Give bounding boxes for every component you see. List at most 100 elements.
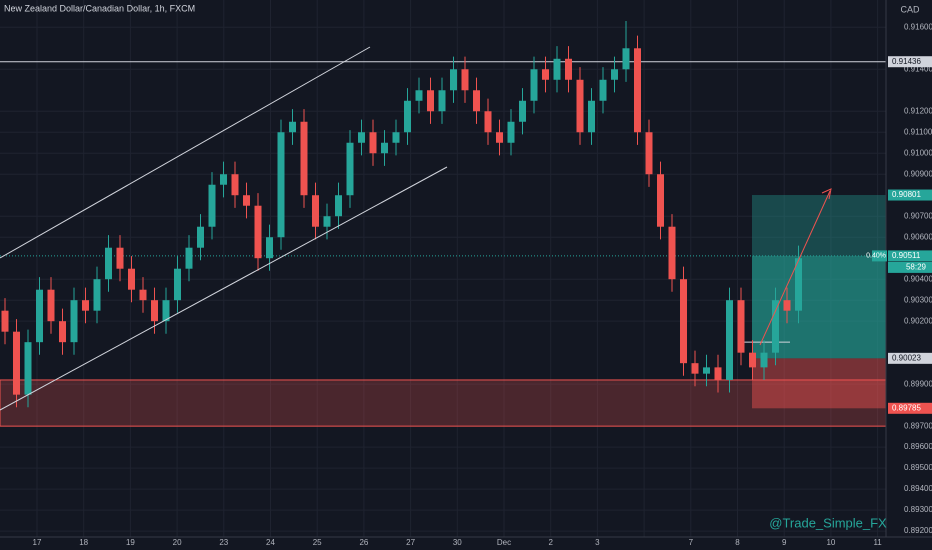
y-tick-label: 0.89400 — [904, 484, 932, 493]
candle-body — [128, 268, 135, 290]
x-tick-label: 17 — [33, 538, 42, 547]
candle-body — [691, 363, 699, 374]
loss-area — [752, 358, 886, 409]
candle-body — [24, 342, 32, 395]
x-tick-label: 9 — [782, 538, 787, 547]
candle-body — [266, 237, 273, 259]
price-badge — [888, 189, 932, 201]
watermark: @Trade_Simple_FX — [769, 515, 887, 530]
x-tick-label: 3 — [595, 538, 600, 547]
candle-body — [220, 174, 227, 185]
candle-body — [174, 268, 181, 301]
candle-body — [703, 367, 710, 374]
candle-body — [185, 247, 193, 269]
candle-body — [415, 90, 423, 101]
candle-body — [645, 132, 653, 175]
x-tick-label: 2 — [548, 538, 553, 547]
candle-body — [254, 205, 262, 259]
arrow-head — [821, 188, 832, 200]
candle-body — [599, 79, 607, 101]
y-tick-label: 0.91100 — [904, 127, 932, 136]
candle-body — [208, 184, 216, 227]
candle-body — [496, 132, 503, 143]
x-tick-label: 23 — [219, 538, 228, 547]
x-tick-label: 27 — [406, 538, 415, 547]
candle-body — [473, 90, 480, 112]
y-tick-label: 0.90400 — [904, 274, 932, 283]
candle-body — [553, 58, 561, 80]
candle-body — [381, 142, 388, 154]
countdown-badge — [888, 261, 932, 273]
candle-body — [70, 300, 78, 343]
candle-body — [450, 69, 457, 91]
price-badge — [888, 56, 932, 68]
y-tick-label: 0.89300 — [904, 505, 932, 514]
y-tick-label: 0.89600 — [904, 442, 932, 451]
x-tick-label: 25 — [313, 538, 322, 547]
support-zone — [0, 379, 887, 427]
candle-body — [151, 300, 158, 322]
candle-body — [105, 247, 112, 280]
price-badge — [888, 402, 932, 414]
change-label: 0.40% — [866, 253, 886, 260]
y-tick-label: 0.91400 — [904, 64, 932, 73]
candle-body — [93, 279, 101, 311]
candle-body — [542, 69, 549, 80]
y-tick-label: 0.89500 — [904, 463, 932, 472]
candle-body — [231, 174, 239, 196]
candle-body — [714, 367, 722, 380]
candle-body — [565, 58, 572, 80]
y-tick-label: 0.89900 — [904, 379, 932, 388]
candle-body — [657, 174, 664, 227]
candle-body — [760, 352, 768, 368]
candle-body — [289, 121, 296, 133]
candle-body — [530, 69, 538, 101]
candle-body — [335, 195, 342, 217]
candle-body — [576, 79, 584, 133]
candle-body — [622, 48, 630, 70]
candle-body — [346, 142, 354, 196]
price-badge-label: 0.90023 — [892, 353, 921, 362]
y-tick-label: 0.89700 — [904, 421, 932, 430]
y-tick-label: 0.89200 — [904, 526, 932, 535]
channel-upper — [0, 46, 371, 259]
x-tick-label: 7 — [689, 538, 694, 547]
price-badge-label: 0.91436 — [892, 57, 921, 66]
currency: CAD — [900, 4, 920, 14]
candle-body — [277, 132, 285, 238]
candle-body — [36, 289, 43, 343]
candle-body — [13, 331, 20, 395]
chart-title: New Zealand Dollar/Canadian Dollar, 1h, … — [4, 3, 195, 13]
candle-body — [772, 300, 779, 353]
candle-body — [197, 226, 204, 248]
x-tick-label: 18 — [79, 538, 88, 547]
y-tick-label: 0.90300 — [904, 295, 932, 304]
candle-body — [404, 100, 411, 133]
y-tick-label: 0.90900 — [904, 169, 932, 178]
x-tick-label: 24 — [266, 538, 275, 547]
candle-body — [116, 247, 124, 269]
candle-body — [59, 321, 66, 343]
candle-body — [162, 300, 170, 322]
candle-body — [427, 90, 434, 112]
countdown: 58:29 — [906, 263, 927, 272]
y-tick-label: 0.91600 — [904, 22, 932, 31]
candle-body — [312, 195, 319, 227]
projection-arrow — [759, 190, 831, 346]
candle-body — [300, 121, 308, 196]
price-badge — [888, 250, 932, 262]
candle-body — [749, 352, 756, 368]
x-tick-label: 19 — [126, 538, 135, 547]
candle-body — [139, 289, 147, 301]
y-tick-label: 0.90200 — [904, 316, 932, 325]
candle-body — [392, 132, 400, 143]
candle-body — [82, 300, 89, 311]
candle-body — [795, 258, 802, 311]
candle-body — [369, 132, 377, 154]
candle-body — [634, 48, 641, 133]
x-tick-label: Dec — [497, 538, 511, 547]
x-tick-label: 20 — [173, 538, 182, 547]
candle-body — [611, 69, 618, 80]
y-tick-label: 0.91200 — [904, 106, 932, 115]
